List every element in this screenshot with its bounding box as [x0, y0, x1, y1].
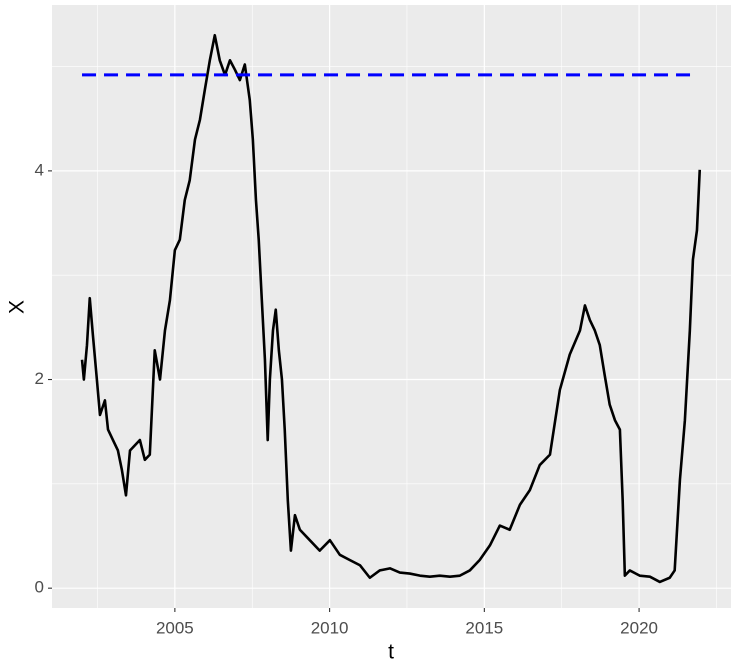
y-tick-label: 2: [35, 369, 44, 388]
panel: [52, 5, 731, 608]
y-axis-title: X: [6, 300, 29, 314]
x-tick-label: 2005: [156, 618, 194, 637]
x-axis-title: t: [388, 641, 394, 664]
x-tick-label: 2010: [311, 618, 349, 637]
y-tick-label: 4: [35, 160, 44, 179]
x-tick-label: 2015: [465, 618, 503, 637]
data-line: [80, 33, 702, 584]
x-tick-label: 2020: [620, 618, 658, 637]
y-tick-label: 0: [35, 578, 44, 597]
